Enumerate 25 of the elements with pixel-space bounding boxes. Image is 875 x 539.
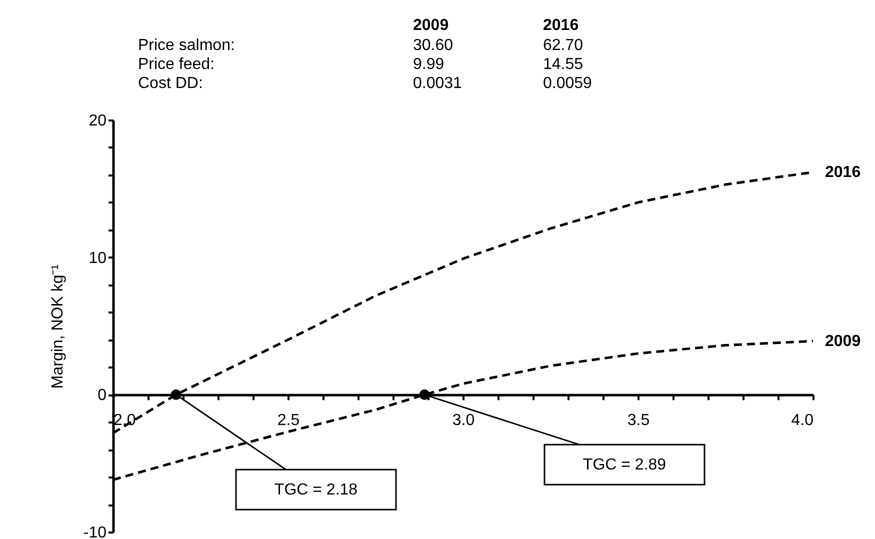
text: 9.99: [413, 56, 444, 73]
text: Price salmon:: [138, 37, 235, 54]
y-tick-label: 20: [88, 112, 107, 130]
text: 2016: [543, 17, 579, 34]
annotation: TGC = 2.89: [582, 456, 666, 474]
x-tick-label: 2.0: [114, 412, 136, 430]
y-tick-label: -10: [83, 524, 107, 539]
x-tick-label: 3.0: [452, 412, 475, 430]
series-label: 2016: [825, 164, 861, 182]
x-tick-label: 4.0: [791, 412, 814, 430]
text: 62.70: [543, 37, 584, 54]
x-tick-label: 3.5: [627, 412, 650, 430]
text: 30.60: [413, 37, 454, 54]
annotation: TGC = 2.18: [274, 482, 358, 499]
text: 0.0059: [543, 75, 592, 92]
text: Price feed:: [138, 56, 214, 73]
y-axis-title: Margin, NOK kg⁻¹: [49, 264, 66, 389]
y-tick-label: 10: [88, 250, 107, 267]
y-tick-label: 0: [98, 387, 107, 404]
text: 2009: [413, 17, 449, 34]
text: 14.55: [543, 56, 584, 73]
x-tick-label: 2.5: [277, 412, 300, 430]
text: 0.0031: [413, 75, 462, 92]
text: Cost DD:: [138, 75, 203, 92]
series-label: 2009: [825, 333, 861, 350]
